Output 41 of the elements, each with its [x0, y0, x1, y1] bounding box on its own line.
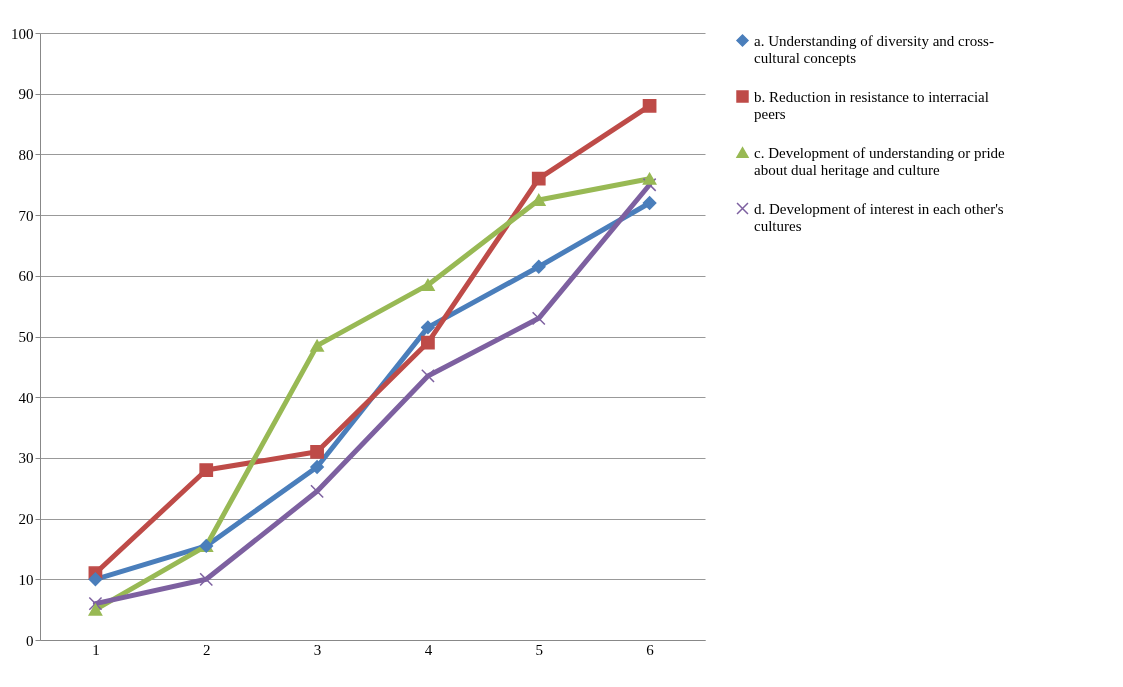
x-tick-label: 4 — [424, 641, 433, 658]
x-tick-label: 1 — [92, 641, 100, 658]
legend-label: c. Development of understanding or pride about dual heritage and culture — [754, 144, 1006, 178]
legend-label: a. Understanding of diversity and cross-cultural concepts — [754, 32, 994, 66]
x-tick-label: 6 — [646, 641, 655, 658]
y-tick-label: 60 — [18, 268, 34, 285]
point — [421, 369, 435, 383]
y-tick-label: 100 — [11, 25, 34, 42]
point — [199, 463, 214, 477]
point — [310, 444, 324, 459]
x-tick-label: 5 — [535, 641, 543, 658]
y-tick-label: 50 — [18, 329, 34, 345]
y-tick-label: 10 — [18, 571, 34, 588]
point — [531, 171, 546, 186]
x-tick-label: 2 — [203, 641, 211, 658]
point — [531, 259, 546, 274]
point — [421, 335, 435, 350]
point — [88, 596, 103, 611]
y-tick-label: 20 — [18, 511, 34, 528]
point — [642, 98, 657, 113]
x-tick-label: 3 — [313, 641, 322, 658]
point — [310, 460, 324, 474]
y-tick-label: 70 — [18, 207, 34, 224]
point — [421, 278, 435, 291]
y-tick-label: 40 — [18, 389, 34, 406]
point — [642, 177, 657, 192]
point — [421, 320, 435, 335]
point — [310, 484, 324, 499]
legend-label: b. Reduction in resistance to interracial peers — [754, 88, 989, 122]
y-tick-label: 30 — [18, 450, 34, 467]
y-tick-label: 80 — [18, 146, 34, 163]
point — [88, 572, 103, 587]
point — [531, 311, 546, 326]
point — [199, 572, 214, 587]
point — [642, 172, 657, 185]
point — [88, 603, 103, 616]
legend-label: d. Development of interest in each other's cultures — [754, 200, 1004, 234]
point — [642, 196, 657, 210]
point — [310, 339, 324, 352]
y-tick-label: 90 — [18, 86, 34, 103]
y-tick-label: 0 — [26, 632, 34, 649]
